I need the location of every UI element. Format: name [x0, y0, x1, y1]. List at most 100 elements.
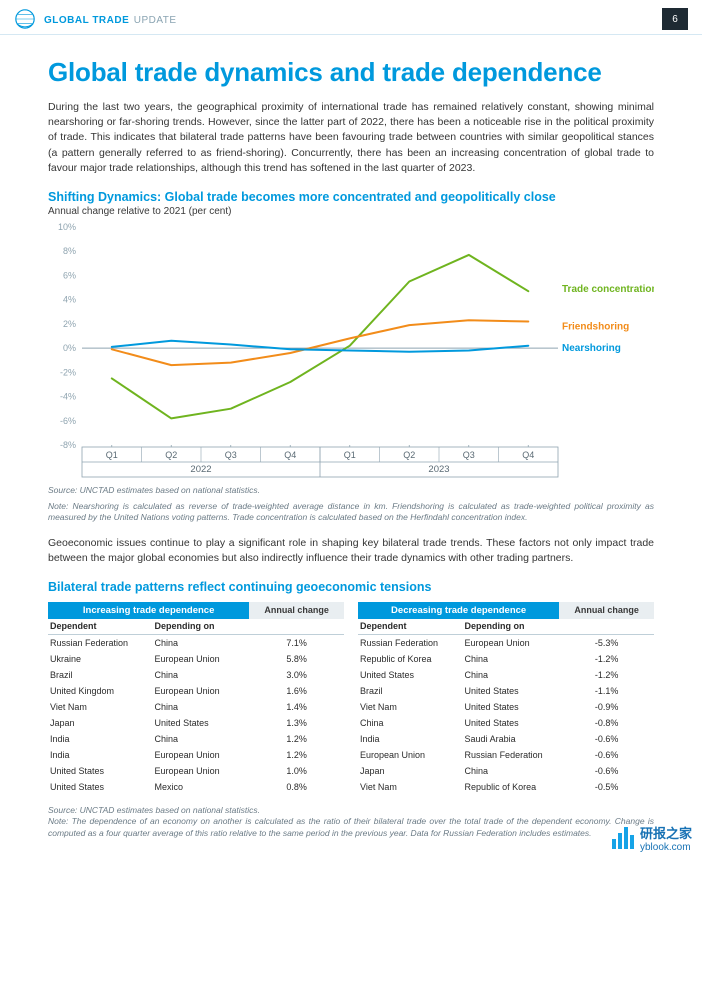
cell-dependent: Viet Nam [358, 702, 465, 712]
svg-text:Trade concentration: Trade concentration [562, 284, 654, 295]
table-row: United StatesEuropean Union1.0% [48, 763, 344, 779]
page-number: 6 [672, 14, 678, 25]
table-subhead: Dependent Depending on [48, 619, 344, 635]
cell-change: 7.1% [249, 638, 344, 648]
cell-dependent: Japan [358, 766, 465, 776]
svg-text:Friendshoring: Friendshoring [562, 321, 629, 332]
annual-change-header: Annual change [559, 602, 654, 619]
cell-dependent: Russian Federation [48, 638, 155, 648]
col-change [249, 621, 344, 631]
table-row: United KingdomEuropean Union1.6% [48, 683, 344, 699]
table-row: ChinaUnited States-0.8% [358, 715, 654, 731]
cell-depending-on: European Union [155, 766, 250, 776]
cell-depending-on: United States [465, 718, 560, 728]
tables-footnote: Source: UNCTAD estimates based on nation… [48, 805, 654, 863]
table-body: Russian FederationEuropean Union-5.3%Rep… [358, 635, 654, 795]
svg-text:0%: 0% [63, 343, 76, 353]
svg-text:Q4: Q4 [522, 450, 534, 460]
cell-change: -5.3% [559, 638, 654, 648]
intro-paragraph: During the last two years, the geographi… [48, 100, 654, 176]
svg-text:-6%: -6% [60, 416, 76, 426]
page-title: Global trade dynamics and trade dependen… [48, 57, 654, 88]
table-banner-wrap: Decreasing trade dependence [358, 602, 559, 619]
cell-dependent: India [48, 734, 155, 744]
table-row: BrazilUnited States-1.1% [358, 683, 654, 699]
col-dependent: Dependent [358, 621, 465, 631]
cell-depending-on: China [465, 654, 560, 664]
svg-text:2022: 2022 [190, 464, 211, 475]
svg-text:6%: 6% [63, 271, 76, 281]
svg-text:4%: 4% [63, 295, 76, 305]
un-logo-icon [14, 8, 36, 30]
svg-text:-2%: -2% [60, 367, 76, 377]
table-row: Viet NamChina1.4% [48, 699, 344, 715]
mid-paragraph: Geoeconomic issues continue to play a si… [48, 536, 654, 566]
cell-dependent: United States [48, 766, 155, 776]
col-change [559, 621, 654, 631]
table-row: United StatesChina-1.2% [358, 667, 654, 683]
cell-change: -0.5% [559, 782, 654, 792]
cell-change: -0.9% [559, 702, 654, 712]
table-row: United StatesMexico0.8% [48, 779, 344, 795]
cell-change: -0.6% [559, 734, 654, 744]
cell-depending-on: United States [155, 718, 250, 728]
svg-text:Q2: Q2 [165, 450, 177, 460]
svg-text:Q2: Q2 [403, 450, 415, 460]
cell-change: 1.0% [249, 766, 344, 776]
tables-source: Source: UNCTAD estimates based on nation… [48, 805, 260, 815]
table-banner: Decreasing trade dependence [358, 602, 559, 619]
cell-dependent: Brazil [358, 686, 465, 696]
cell-depending-on: China [155, 702, 250, 712]
cell-depending-on: China [155, 638, 250, 648]
tables-note: Note: The dependence of an economy on an… [48, 816, 654, 837]
watermark-text: 研报之家 yblook.com [640, 823, 692, 853]
cell-dependent: United States [358, 670, 465, 680]
cell-dependent: European Union [358, 750, 465, 760]
cell-dependent: Brazil [48, 670, 155, 680]
page-number-badge: 6 [662, 8, 688, 30]
cell-depending-on: Saudi Arabia [465, 734, 560, 744]
col-depending-on: Depending on [465, 621, 560, 631]
table-row: UkraineEuropean Union5.8% [48, 651, 344, 667]
tables-title: Bilateral trade patterns reflect continu… [48, 580, 654, 594]
brand-strong: GLOBAL TRADE [44, 15, 129, 26]
svg-text:Q3: Q3 [463, 450, 475, 460]
cell-dependent: China [358, 718, 465, 728]
brand-text: GLOBAL TRADE UPDATE [44, 10, 177, 28]
cell-depending-on: Mexico [155, 782, 250, 792]
cell-dependent: United States [48, 782, 155, 792]
chart-title: Shifting Dynamics: Global trade becomes … [48, 190, 654, 204]
watermark-url: yblook.com [640, 842, 692, 853]
annual-change-header: Annual change [249, 602, 344, 619]
cell-dependent: Russian Federation [358, 638, 465, 648]
page-root: GLOBAL TRADE UPDATE 6 Global trade dynam… [0, 0, 702, 871]
cell-depending-on: European Union [155, 750, 250, 760]
watermark-bars-icon [612, 827, 634, 849]
watermark-main: 研报之家 [640, 826, 692, 841]
svg-text:2%: 2% [63, 319, 76, 329]
cell-depending-on: European Union [465, 638, 560, 648]
cell-dependent: Republic of Korea [358, 654, 465, 664]
table-row: Russian FederationEuropean Union-5.3% [358, 635, 654, 651]
table-header-row: Decreasing trade dependence Annual chang… [358, 602, 654, 619]
cell-change: -1.2% [559, 670, 654, 680]
cell-change: 1.6% [249, 686, 344, 696]
chart-note-text: Note: Nearshoring is calculated as rever… [48, 501, 654, 522]
table-body: Russian FederationChina7.1%UkraineEurope… [48, 635, 344, 795]
cell-change: -1.2% [559, 654, 654, 664]
cell-depending-on: China [465, 766, 560, 776]
chart-source: Source: UNCTAD estimates based on nation… [48, 485, 654, 496]
table-row: European UnionRussian Federation-0.6% [358, 747, 654, 763]
svg-text:Q4: Q4 [284, 450, 296, 460]
table-row: JapanChina-0.6% [358, 763, 654, 779]
cell-change: -0.8% [559, 718, 654, 728]
table-row: BrazilChina3.0% [48, 667, 344, 683]
chart-subtitle: Annual change relative to 2021 (per cent… [48, 206, 654, 217]
cell-depending-on: Republic of Korea [465, 782, 560, 792]
content-area: Global trade dynamics and trade dependen… [0, 35, 702, 871]
table-row: Viet NamRepublic of Korea-0.5% [358, 779, 654, 795]
table-decreasing: Decreasing trade dependence Annual chang… [358, 602, 654, 795]
svg-text:8%: 8% [63, 246, 76, 256]
cell-dependent: India [358, 734, 465, 744]
table-row: Republic of KoreaChina-1.2% [358, 651, 654, 667]
